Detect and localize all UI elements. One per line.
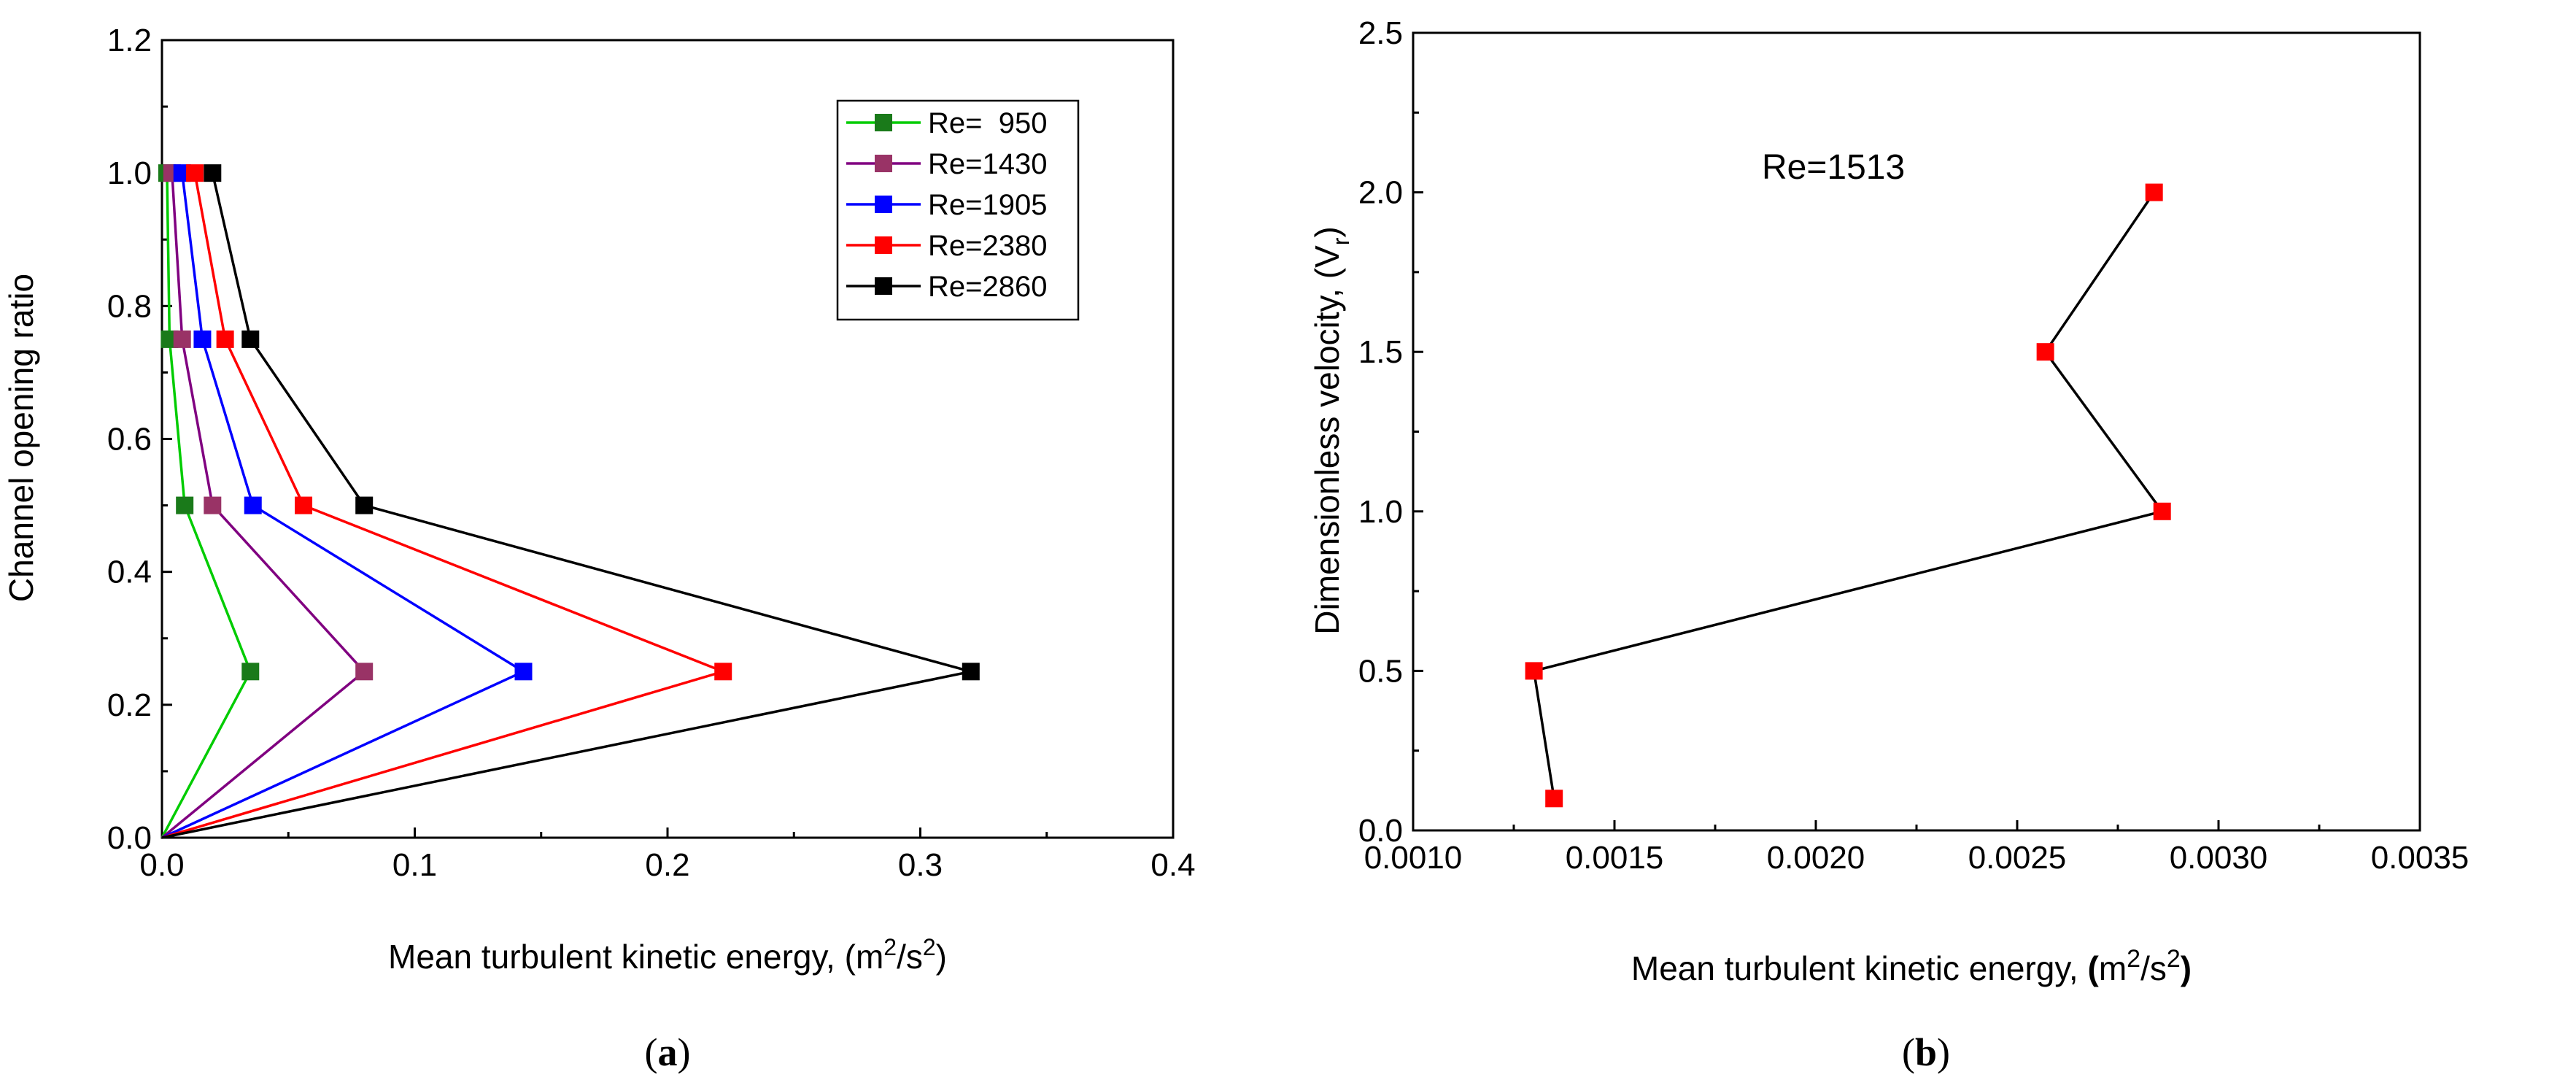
chart-a-point-4-2 bbox=[355, 496, 374, 514]
chart-a-point-4-3 bbox=[241, 330, 260, 348]
chart-a-point-0-1 bbox=[241, 663, 260, 681]
chart-a-legend-marker-4 bbox=[875, 277, 892, 295]
chart-a-point-1-3 bbox=[173, 330, 191, 348]
chart-a-point-3-1 bbox=[714, 663, 732, 681]
chart-a-legend-marker-1 bbox=[875, 155, 892, 172]
chart-b-point-0-0 bbox=[1545, 790, 1563, 808]
chart-a-point-3-3 bbox=[216, 330, 234, 348]
chart-b-ytick-label: 2.0 bbox=[1358, 175, 1403, 211]
chart-a-legend-label-0: Re= 950 bbox=[928, 107, 1047, 139]
chart-a-point-3-4 bbox=[186, 164, 204, 182]
chart-b-ytick-label: 0.5 bbox=[1358, 653, 1403, 689]
chart-a-point-4-4 bbox=[204, 164, 222, 182]
chart-a-ytick-label: 0.8 bbox=[107, 288, 152, 324]
chart-a-legend: Re= 950 Re=1430 Re=1905 Re=2380 Re=2860 bbox=[836, 99, 1080, 321]
chart-b-point-0-4 bbox=[2145, 183, 2163, 201]
chart-a-legend-label-2: Re=1905 bbox=[928, 189, 1047, 221]
chart-a-xtick-label: 0.4 bbox=[1150, 847, 1195, 883]
chart-a-panel-label: (a) bbox=[645, 1030, 691, 1074]
chart-b-annotation: Re=1513 bbox=[1762, 148, 1905, 187]
chart-a-ytick-label: 1.2 bbox=[107, 23, 152, 58]
chart-a-legend-label-3: Re=2380 bbox=[928, 230, 1047, 262]
chart-a-point-0-2 bbox=[176, 496, 194, 514]
chart-b-point-0-1 bbox=[1525, 662, 1543, 680]
chart-b-ylabel: Dimensionless velocity, (Vr) bbox=[1308, 226, 1354, 634]
chart-b-ticks: 0.0010 0.0015 0.0020 0.0025 0.0030 0.0035 0.0 0… bbox=[1358, 15, 2469, 876]
chart-a-xtick-label: 0.1 bbox=[392, 847, 437, 883]
chart-b-xtick-label: 0.0035 bbox=[2371, 840, 2469, 876]
chart-a-ticks: 0.0 0.1 0.2 0.3 0.4 0.0 0.2 0.4 0.6 0.8 1.0 1.2 bbox=[107, 23, 1196, 883]
chart-a-xtick-label: 0.0 bbox=[139, 847, 184, 883]
chart-a-point-1-1 bbox=[355, 663, 374, 681]
chart-b-xlabel: Mean turbulent kinetic energy, (m2/s2) bbox=[1631, 945, 2192, 987]
chart-a-legend-marker-0 bbox=[875, 114, 892, 131]
chart-a-xlabel: Mean turbulent kinetic energy, (m2/s2) bbox=[388, 934, 947, 976]
chart-a-ytick-label: 0.6 bbox=[107, 422, 152, 458]
chart-a-legend-label-4: Re=2860 bbox=[928, 271, 1047, 303]
chart-a: 0.0 0.1 0.2 0.3 0.4 0.0 0.2 0.4 0.6 0.8 1.0 1.2 Re=… bbox=[2, 23, 1196, 1074]
chart-a-ylabel: Channel opening ratio bbox=[2, 274, 40, 602]
chart-a-ytick-label: 0.0 bbox=[107, 820, 152, 856]
chart-a-point-4-1 bbox=[962, 663, 980, 681]
chart-a-point-3-2 bbox=[295, 496, 313, 514]
chart-b-xtick-label: 0.0025 bbox=[1968, 840, 2067, 876]
chart-a-point-1-2 bbox=[204, 496, 222, 514]
chart-b-series-group bbox=[1525, 183, 2171, 808]
chart-b-panel-label: (b) bbox=[1902, 1030, 1950, 1074]
chart-b-ytick-label: 1.0 bbox=[1358, 494, 1403, 530]
chart-a-xtick-label: 0.3 bbox=[898, 847, 943, 883]
chart-a-xtick-label: 0.2 bbox=[645, 847, 689, 883]
chart-b-xtick-label: 0.0020 bbox=[1767, 840, 1865, 876]
chart-a-ytick-label: 1.0 bbox=[107, 155, 152, 191]
chart-a-legend-label-1: Re=1430 bbox=[928, 148, 1047, 180]
chart-b-xtick-label: 0.0030 bbox=[2170, 840, 2268, 876]
chart-a-series-group bbox=[158, 164, 980, 839]
chart-b-xtick-label: 0.0015 bbox=[1566, 840, 1664, 876]
chart-a-legend-marker-3 bbox=[875, 236, 892, 254]
chart-b-ytick-label: 0.0 bbox=[1358, 813, 1403, 849]
chart-b-point-0-2 bbox=[2153, 502, 2171, 520]
chart-b-xtick-label: 0.0010 bbox=[1364, 840, 1463, 876]
chart-b: 0.0010 0.0015 0.0020 0.0025 0.0030 0.0035 0.0 0… bbox=[1308, 15, 2469, 1074]
chart-a-point-2-1 bbox=[514, 663, 533, 681]
chart-b-frame bbox=[1412, 31, 2421, 832]
chart-b-ytick-label: 1.5 bbox=[1358, 334, 1403, 370]
chart-a-point-2-3 bbox=[193, 330, 212, 348]
chart-b-series-line-0 bbox=[1532, 191, 2165, 799]
chart-a-legend-marker-2 bbox=[875, 196, 892, 213]
chart-b-point-0-3 bbox=[2036, 343, 2054, 361]
chart-a-ytick-label: 0.4 bbox=[107, 555, 152, 590]
chart-a-point-2-2 bbox=[244, 496, 262, 514]
chart-a-ytick-label: 0.2 bbox=[107, 687, 152, 723]
chart-b-ytick-label: 2.5 bbox=[1358, 15, 1403, 51]
